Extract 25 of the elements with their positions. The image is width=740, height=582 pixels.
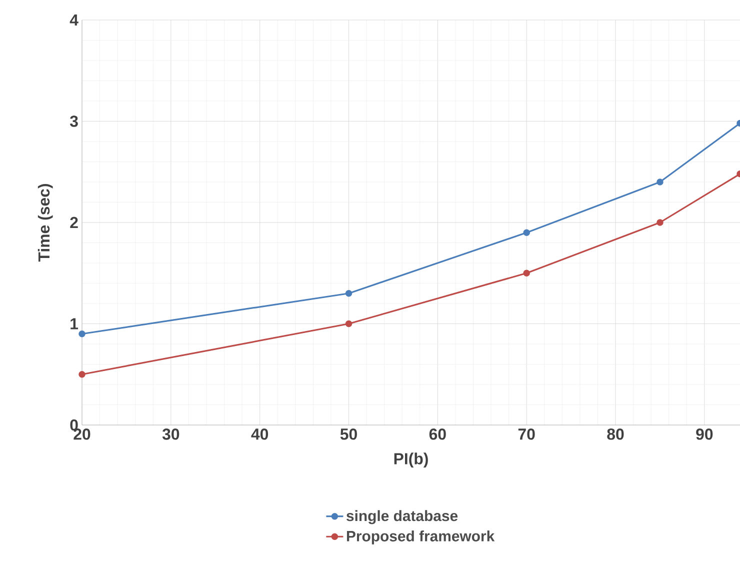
x-tick-label: 30 (162, 428, 180, 440)
x-tick-label: 70 (518, 428, 535, 440)
point (656, 178, 664, 186)
y-tick-label: 2 (70, 216, 78, 228)
x-tick-label: 50 (340, 428, 357, 440)
x-tick-label: 60 (429, 428, 446, 440)
point (78, 330, 86, 338)
point (523, 270, 530, 277)
x-tick-label: 20 (74, 428, 90, 440)
point (78, 370, 86, 378)
point (656, 219, 664, 226)
point (523, 229, 530, 236)
y-tick-label: 0 (70, 419, 78, 431)
y-tick-label: 4 (70, 14, 78, 26)
legend-label: Proposed framework (346, 530, 495, 544)
y-tick-label: 1 (70, 318, 78, 330)
point (345, 290, 352, 297)
y-tick-label: 3 (70, 116, 78, 127)
x-tick-label: 40 (251, 428, 268, 440)
x-tick-label: 80 (607, 428, 624, 440)
legend-label: single database (346, 510, 458, 524)
x-axis-title: PI(b) (394, 452, 428, 468)
y-axis-title: Time (sec) (38, 184, 53, 262)
x-tick-label: 90 (696, 428, 713, 440)
point (345, 320, 352, 328)
